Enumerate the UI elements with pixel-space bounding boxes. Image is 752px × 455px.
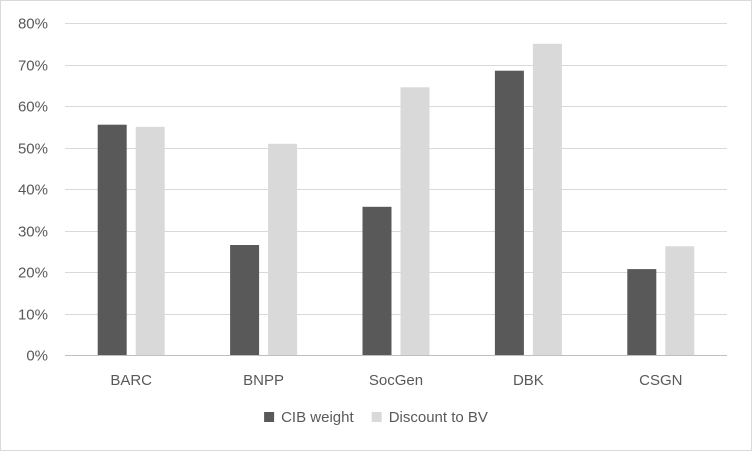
legend-label: Discount to BV xyxy=(389,409,488,426)
y-tick-label: 10% xyxy=(18,307,48,324)
x-category-label: CSGN xyxy=(639,372,682,389)
gridlines xyxy=(65,23,727,356)
x-axis-category-labels: BARC BNPP SocGen DBK CSGN xyxy=(110,372,682,389)
bar-discount-to-bv-csgn xyxy=(665,246,695,355)
legend: CIB weight Discount to BV xyxy=(264,409,488,426)
bar-cib-weight-dbk xyxy=(494,70,524,355)
bar-cib-weight-barc xyxy=(97,124,127,355)
x-category-label: DBK xyxy=(513,372,544,389)
y-tick-label: 0% xyxy=(26,348,48,365)
x-category-label: SocGen xyxy=(369,372,423,389)
bars xyxy=(97,43,695,356)
y-tick-label: 80% xyxy=(18,16,48,33)
y-tick-label: 20% xyxy=(18,265,48,282)
bar-cib-weight-bnpp xyxy=(230,245,260,355)
bar-discount-to-bv-socgen xyxy=(400,87,430,356)
y-tick-label: 40% xyxy=(18,182,48,199)
y-tick-label: 30% xyxy=(18,224,48,241)
y-tick-label: 70% xyxy=(18,58,48,75)
y-tick-label: 60% xyxy=(18,99,48,116)
bar-discount-to-bv-bnpp xyxy=(268,143,298,355)
legend-swatch-cib-weight xyxy=(264,412,275,422)
legend-swatch-discount-to-bv xyxy=(371,412,382,422)
x-category-label: BARC xyxy=(110,372,152,389)
bar-discount-to-bv-dbk xyxy=(532,43,562,356)
y-axis-tick-labels: 0% 10% 20% 30% 40% 50% 60% 70% 80% xyxy=(18,16,48,365)
y-tick-label: 50% xyxy=(18,141,48,158)
x-category-label: BNPP xyxy=(243,372,284,389)
bar-discount-to-bv-barc xyxy=(135,126,165,356)
legend-label: CIB weight xyxy=(281,409,354,426)
bar-cib-weight-csgn xyxy=(627,269,657,355)
bar-cib-weight-socgen xyxy=(362,206,392,355)
